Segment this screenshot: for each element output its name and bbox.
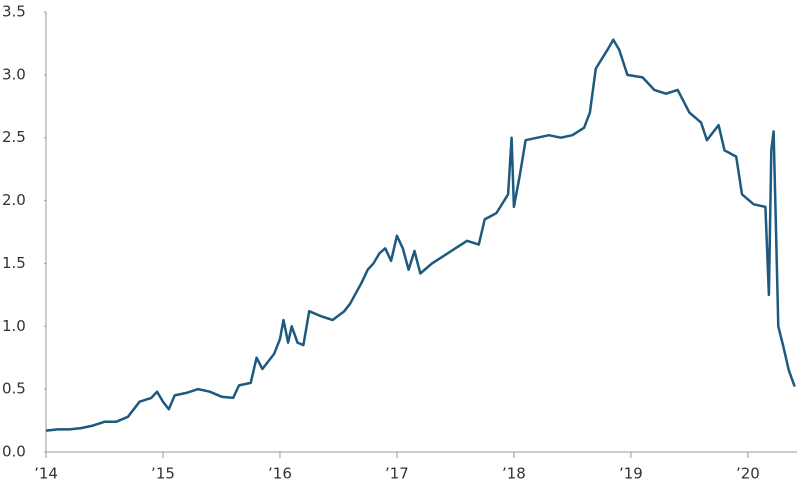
x-tick-label: ’19 [619, 465, 643, 483]
x-tick-label: ’18 [502, 465, 526, 483]
y-tick-label: 2.5 [2, 128, 26, 146]
y-tick-label: 1.5 [2, 254, 26, 272]
y-tick-label: 1.0 [2, 317, 26, 335]
x-tick-label: ’15 [151, 465, 175, 483]
y-tick-label: 0.0 [2, 443, 26, 461]
line-series [45, 38, 796, 432]
x-tick-label: ’20 [736, 465, 760, 483]
y-tick-label: 3.5 [2, 3, 26, 21]
y-tick-label: 2.0 [2, 191, 26, 209]
x-tick-label: ’16 [268, 465, 292, 483]
x-tick-label: ’17 [385, 465, 409, 483]
y-tick-label: 0.5 [2, 380, 26, 398]
x-tick-label: ’14 [34, 465, 58, 483]
y-tick-label: 3.0 [2, 65, 26, 83]
